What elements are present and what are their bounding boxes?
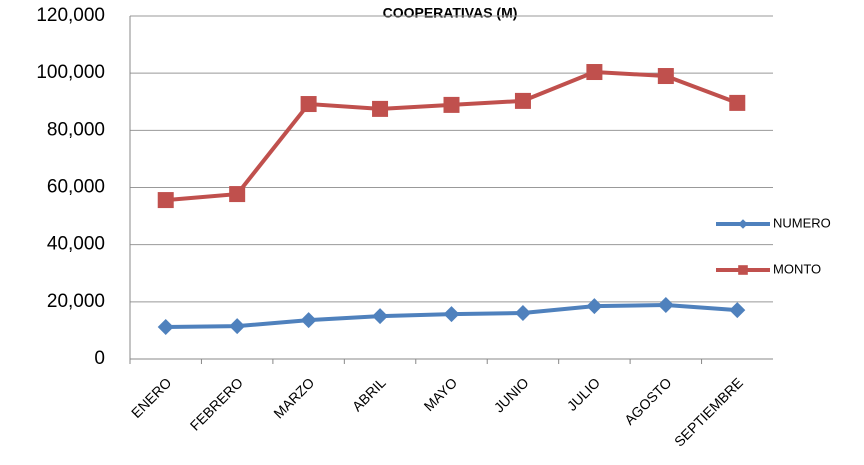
point	[157, 318, 174, 335]
y-tick-label: 80,000	[47, 119, 105, 140]
point	[514, 92, 531, 109]
line	[165, 70, 738, 203]
x-tick-label: AGOSTO	[621, 374, 675, 428]
point	[443, 306, 460, 323]
legend-marker	[738, 265, 748, 275]
point	[372, 100, 389, 117]
x-tick-label: MAYO	[420, 374, 460, 414]
point	[300, 312, 317, 329]
point	[157, 192, 174, 209]
legend-label: MONTO	[773, 261, 821, 276]
point	[300, 96, 317, 113]
point	[229, 186, 246, 203]
legend-label: NUMERO	[773, 215, 831, 230]
y-tick-label: 40,000	[47, 234, 105, 255]
point	[586, 298, 603, 315]
x-tick-label: JULIO	[564, 374, 603, 413]
x-tick-label: SEPTIEMBRE	[671, 374, 746, 449]
point	[729, 94, 746, 111]
y-tick-label: 20,000	[47, 291, 105, 312]
x-tick-label: ENERO	[128, 374, 175, 421]
x-tick-label: FEBRERO	[187, 374, 246, 433]
y-tick-label: 0	[94, 348, 105, 369]
point	[372, 308, 389, 325]
x-tick-label: ABRIL	[349, 374, 389, 414]
y-tick-label: 120,000	[36, 5, 105, 26]
legend-marker	[738, 219, 748, 229]
x-tick-label: MARZO	[270, 374, 317, 421]
point	[586, 64, 603, 81]
point	[657, 68, 674, 85]
point	[229, 318, 246, 335]
y-tick-label: 100,000	[36, 62, 105, 83]
point	[514, 304, 531, 321]
point	[729, 302, 746, 319]
y-tick-label: 60,000	[47, 177, 105, 198]
point	[443, 96, 460, 113]
chart-title: COOPERATIVAS (M)	[383, 5, 518, 21]
x-tick-label: JUNIO	[491, 374, 532, 415]
point	[657, 296, 674, 313]
